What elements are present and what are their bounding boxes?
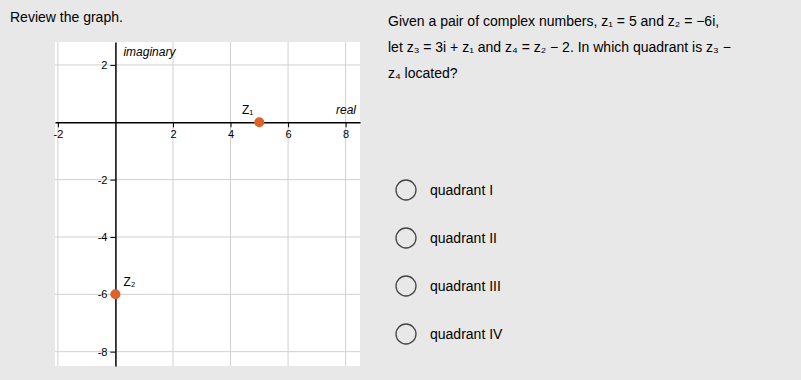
x-tick-label: 4 bbox=[228, 128, 234, 140]
x-tick: -2 bbox=[53, 122, 63, 140]
x-tick-mark bbox=[58, 122, 59, 127]
x-axis-title: real bbox=[336, 103, 356, 117]
radio-button bbox=[396, 276, 416, 296]
x-tick: 2 bbox=[170, 122, 176, 140]
x-tick-mark bbox=[231, 122, 232, 127]
choice-label: quadrant III bbox=[430, 278, 501, 294]
choice: quadrant IV bbox=[396, 324, 503, 344]
choice: quadrant II bbox=[396, 228, 497, 248]
y-tick-mark bbox=[110, 65, 115, 66]
radio-button bbox=[396, 180, 416, 200]
question: Given a pair of complex numbers, z₁ = 5 … bbox=[388, 13, 731, 81]
x-tick-mark bbox=[346, 122, 347, 127]
y-axis-line bbox=[115, 43, 117, 367]
points bbox=[110, 117, 264, 299]
y-tick: -8 bbox=[98, 346, 116, 358]
x-tick-mark bbox=[173, 122, 174, 127]
choice-label: quadrant I bbox=[430, 182, 493, 198]
y-axis-title: imaginary bbox=[123, 45, 176, 59]
point-labels: Z₁ Z₂ bbox=[123, 103, 253, 289]
y-tick-label: -2 bbox=[98, 174, 108, 186]
chart: Review the graph. -2 2 4 6 8 -8 -6 -4 -2 2 real imag… bbox=[0, 0, 801, 380]
radio-button bbox=[396, 324, 416, 344]
point-label: Z₂ bbox=[123, 275, 135, 289]
point-label: Z₁ bbox=[242, 103, 253, 117]
x-tick: 4 bbox=[228, 122, 234, 140]
y-tick-label: 2 bbox=[101, 59, 107, 71]
choice: quadrant I bbox=[396, 180, 493, 200]
choices: quadrant I quadrant II quadrant III quadran… bbox=[396, 180, 503, 344]
y-tick-label: -4 bbox=[98, 231, 108, 243]
y-tick-mark bbox=[110, 180, 115, 181]
radio-button bbox=[396, 228, 416, 248]
grid-line bbox=[288, 42, 289, 366]
x-axis: -2 2 4 6 8 bbox=[53, 122, 360, 140]
choice-label: quadrant II bbox=[430, 230, 497, 246]
question-line: let z₃ = 3i + z₁ and z₄ = z₂ − 2. In whi… bbox=[388, 39, 731, 55]
y-tick-mark bbox=[110, 352, 115, 353]
y-tick: 2 bbox=[101, 59, 115, 71]
grid-line bbox=[345, 42, 346, 366]
x-axis-line bbox=[56, 122, 361, 124]
x-tick-label: -2 bbox=[53, 128, 63, 140]
question-line: z₄ located? bbox=[388, 65, 458, 81]
y-tick: -2 bbox=[98, 174, 116, 186]
title: Review the graph. bbox=[10, 9, 123, 25]
point bbox=[110, 289, 120, 299]
y-tick: -4 bbox=[98, 231, 116, 243]
y-axis: -8 -6 -4 -2 2 bbox=[98, 43, 116, 367]
question-line: Given a pair of complex numbers, z₁ = 5 … bbox=[388, 13, 719, 29]
x-tick-label: 8 bbox=[343, 128, 349, 140]
point bbox=[254, 117, 264, 127]
x-tick: 8 bbox=[343, 122, 349, 140]
x-tick-mark bbox=[288, 122, 289, 127]
choice: quadrant III bbox=[396, 276, 501, 296]
grid-line bbox=[57, 42, 58, 366]
plot-background bbox=[55, 42, 360, 366]
choice-label: quadrant IV bbox=[430, 326, 503, 342]
x-tick: 6 bbox=[286, 122, 292, 140]
grid-line bbox=[230, 42, 231, 366]
grid-line bbox=[172, 42, 173, 366]
x-tick-label: 6 bbox=[286, 128, 292, 140]
y-tick-label: -8 bbox=[98, 346, 108, 358]
y-tick-mark bbox=[110, 237, 115, 238]
x-tick-label: 2 bbox=[170, 128, 176, 140]
y-tick-label: -6 bbox=[98, 288, 108, 300]
grid bbox=[55, 42, 360, 366]
